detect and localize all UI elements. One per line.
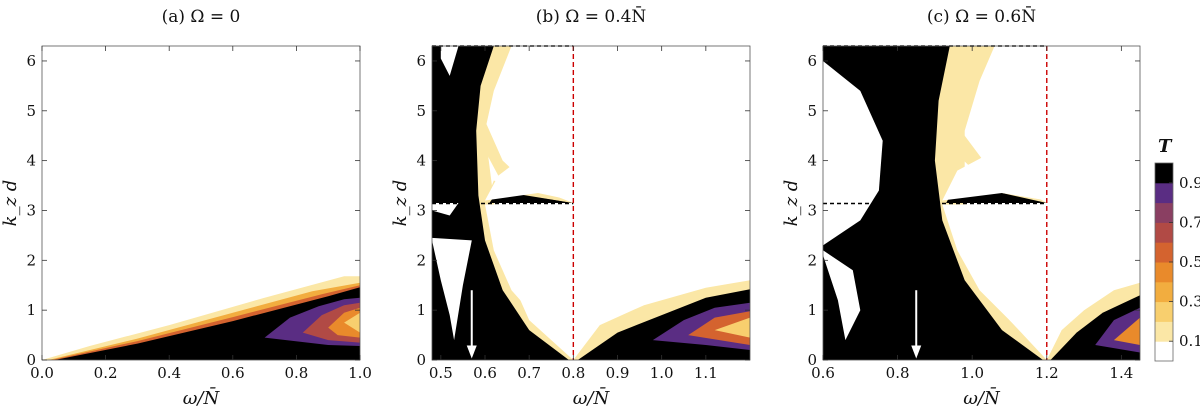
contour-region-7 (344, 312, 360, 333)
x-tick-label: 0.6 (221, 364, 245, 382)
x-tick-label: 0.7 (517, 364, 541, 382)
contour-region-1 (823, 46, 1043, 360)
plot-frame (822, 45, 1141, 361)
colorbar-swatch (1155, 163, 1173, 184)
colorbar-title: T (1158, 136, 1173, 157)
y-tick-label: 2 (26, 251, 36, 269)
chart-panel-1: 0.0 0.2 0.4 0.6 0.8 1.0 0 1 2 3 4 5 6 (a) Ω = 0 ω/N̄ k_… (0, 7, 372, 409)
panel-title: (b) Ω = 0.4N̄ (536, 5, 647, 27)
x-tick-label: 1.0 (960, 364, 984, 382)
contour-region-7 (432, 237, 472, 341)
colorbar-swatch (1155, 182, 1173, 204)
x-tick-label: 0.9 (606, 364, 630, 382)
y-tick-label: 1 (807, 301, 817, 319)
contour-region-1 (432, 46, 569, 360)
x-tick-label: 1.2 (1035, 364, 1059, 382)
x-tick-label: 1.0 (650, 364, 674, 382)
colorbar-tick-label: 0.9 (1179, 174, 1200, 192)
contour-region-13 (688, 311, 750, 345)
y-tick-label: 5 (416, 102, 426, 120)
x-tick-label: 0.6 (473, 364, 497, 382)
y-axis-label: k_z d (0, 180, 21, 227)
x-tick-label: 0.6 (811, 364, 835, 382)
plot-frame (41, 45, 361, 361)
y-tick-label: 6 (416, 52, 426, 70)
colorbar-swatch (1155, 341, 1173, 362)
x-tick-label: 0.5 (429, 364, 453, 382)
y-axis-label: k_z d (390, 180, 411, 227)
chart-panel-2: 0.5 0.6 0.7 0.8 0.9 1.0 1.1 0 1 2 3 4 5 6 (b) Ω = 0.4N… (390, 5, 751, 409)
contour-region-14 (714, 317, 750, 338)
contour-region-6 (823, 250, 861, 341)
y-tick-label: 2 (416, 251, 426, 269)
arrow-head-0 (911, 345, 922, 359)
y-tick-label: 3 (26, 201, 36, 219)
y-tick-label: 0 (26, 351, 36, 369)
contour-region-6 (432, 203, 459, 216)
x-tick-label: 0.8 (284, 364, 308, 382)
contour-region-8 (942, 46, 1047, 201)
x-tick-label: 0.0 (30, 364, 54, 382)
colorbar-tick-label: 0.1 (1179, 332, 1200, 350)
plot-frame (431, 45, 751, 361)
colorbar-swatch (1155, 301, 1173, 322)
y-tick-label: 1 (416, 301, 426, 319)
colorbar-swatch (1155, 242, 1173, 263)
colorbar-swatch (1155, 202, 1173, 223)
arrow-head-0 (466, 345, 477, 359)
y-tick-label: 5 (807, 102, 817, 120)
y-tick-label: 2 (807, 251, 817, 269)
colorbar-swatch (1155, 262, 1173, 283)
y-tick-label: 3 (416, 201, 426, 219)
y-tick-label: 4 (807, 152, 817, 170)
x-tick-label: 1.4 (1109, 364, 1133, 382)
y-tick-label: 4 (26, 152, 36, 170)
contour-region-8 (485, 204, 574, 358)
contour-region-7 (942, 204, 1047, 358)
colorbar-tick-label: 0.5 (1179, 253, 1200, 271)
panel-title: (c) Ω = 0.6N̄ (927, 5, 1036, 27)
colorbar-swatch (1155, 281, 1173, 303)
colorbar-tick-label: 0.3 (1179, 293, 1200, 311)
x-tick-label: 0.4 (157, 364, 181, 382)
colorbar-swatch (1155, 321, 1173, 342)
colorbar: T 0.9 0.7 0.5 0.3 0.1 (1154, 136, 1200, 362)
contour-region-5 (440, 46, 459, 76)
y-tick-label: 1 (26, 301, 36, 319)
y-axis-label: k_z d (781, 180, 802, 227)
x-tick-label: 0.8 (886, 364, 910, 382)
y-tick-label: 0 (416, 351, 426, 369)
y-tick-label: 3 (807, 201, 817, 219)
x-axis-label: ω/N̄ (183, 386, 221, 409)
y-tick-label: 4 (416, 152, 426, 170)
y-tick-label: 0 (807, 351, 817, 369)
x-axis-label: ω/N̄ (963, 386, 1001, 409)
chart-panel-3: 0.6 0.8 1.0 1.2 1.4 0 1 2 3 4 5 6 (c) Ω = 0.6N̄ ω/N̄ k… (781, 5, 1141, 409)
contour-region-5 (823, 61, 883, 246)
x-axis-label: ω/N̄ (573, 386, 611, 409)
colorbar-tick-label: 0.7 (1179, 213, 1200, 231)
x-tick-label: 0.8 (561, 364, 585, 382)
y-tick-label: 6 (26, 52, 36, 70)
contour-region-3 (54, 287, 360, 360)
x-tick-label: 1.0 (348, 364, 372, 382)
y-tick-label: 6 (807, 52, 817, 70)
x-tick-label: 1.1 (694, 364, 718, 382)
y-tick-label: 5 (26, 102, 36, 120)
panel-title: (a) Ω = 0 (162, 7, 241, 27)
contour-region-12 (1113, 317, 1140, 345)
contour-region-6 (328, 307, 360, 338)
x-tick-label: 0.2 (94, 364, 118, 382)
contour-region-9 (485, 46, 574, 201)
colorbar-swatch (1155, 222, 1173, 243)
